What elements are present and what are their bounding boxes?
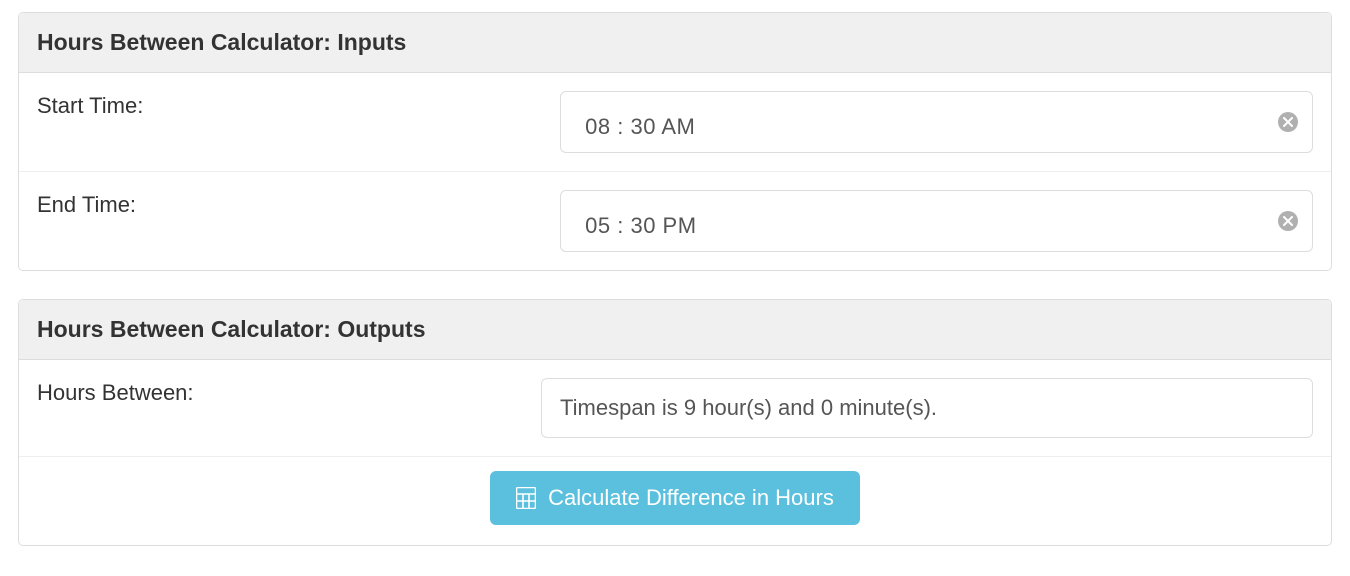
calculator-icon: [516, 487, 536, 509]
start-time-input[interactable]: 08 : 30 AM: [560, 91, 1313, 153]
end-time-input[interactable]: 05 : 30 PM: [560, 190, 1313, 252]
inputs-panel: Hours Between Calculator: Inputs Start T…: [18, 12, 1332, 271]
inputs-panel-title: Hours Between Calculator: Inputs: [19, 13, 1331, 73]
start-time-label: Start Time:: [37, 91, 560, 119]
start-time-value: 08 : 30 AM: [585, 114, 695, 140]
outputs-panel-title: Hours Between Calculator: Outputs: [19, 300, 1331, 360]
end-time-value: 05 : 30 PM: [585, 213, 696, 239]
start-time-row: Start Time: 08 : 30 AM: [19, 73, 1331, 172]
end-time-row: End Time: 05 : 30 PM: [19, 172, 1331, 270]
result-output: Timespan is 9 hour(s) and 0 minute(s).: [541, 378, 1313, 438]
result-row: Hours Between: Timespan is 9 hour(s) and…: [19, 360, 1331, 457]
end-time-clear-icon[interactable]: [1278, 211, 1298, 231]
outputs-panel: Hours Between Calculator: Outputs Hours …: [18, 299, 1332, 546]
end-time-label: End Time:: [37, 190, 560, 218]
result-label: Hours Between:: [37, 378, 541, 406]
button-row: Calculate Difference in Hours: [19, 457, 1331, 545]
calculate-button[interactable]: Calculate Difference in Hours: [490, 471, 860, 525]
start-time-clear-icon[interactable]: [1278, 112, 1298, 132]
calculate-button-label: Calculate Difference in Hours: [548, 485, 834, 511]
